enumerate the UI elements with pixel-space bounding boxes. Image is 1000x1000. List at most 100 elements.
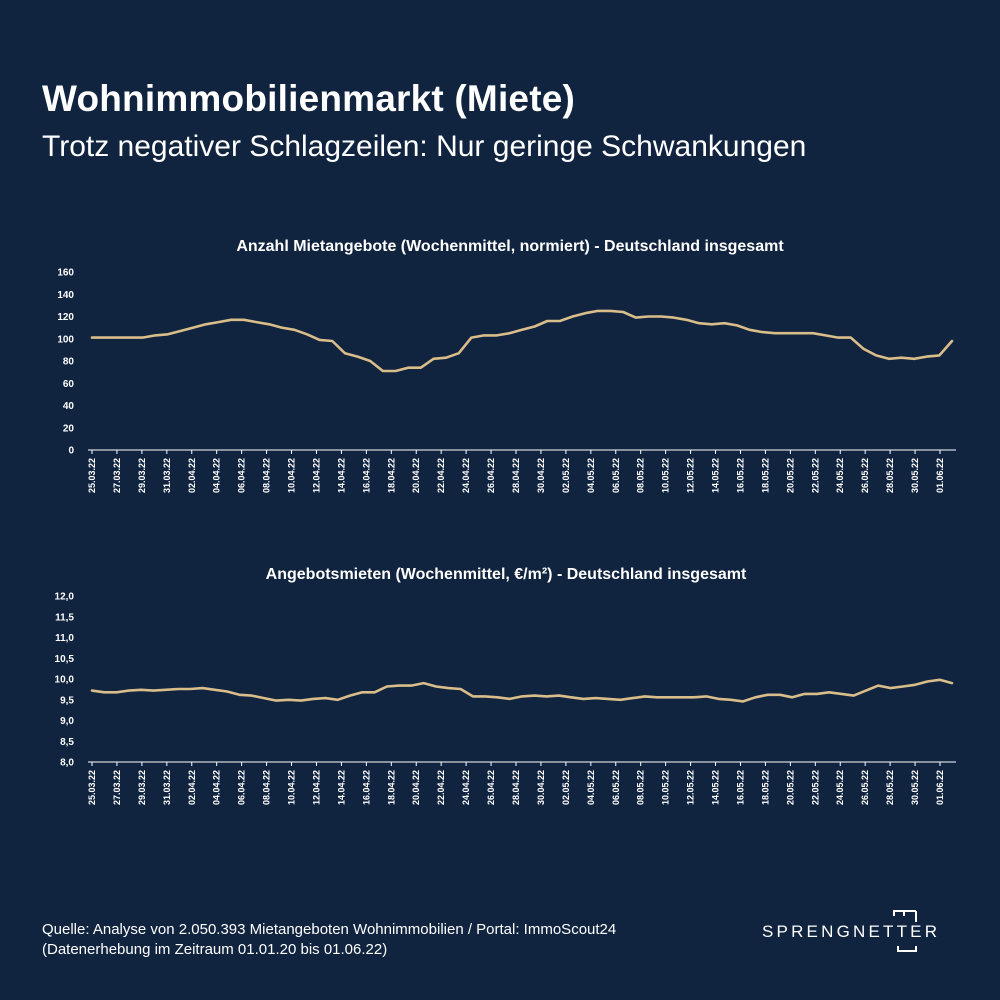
y-tick-label: 0 [68,446,74,457]
x-tick-label: 10.04.22 [287,458,297,493]
x-tick-label: 27.03.22 [112,770,122,805]
x-tick-label: 18.04.22 [386,458,396,493]
x-tick-label: 01.06.22 [935,770,945,805]
y-tick-label: 12,0 [55,592,75,603]
x-tick-label: 06.05.22 [611,458,621,493]
x-tick-label: 30.05.22 [910,458,920,493]
x-tick-label: 22.04.22 [436,458,446,493]
x-tick-label: 14.04.22 [336,770,346,805]
x-tick-label: 31.03.22 [162,770,172,805]
x-axis-ticks: 25.03.22 27.03.22 29.03.22 31.03.22 02.04.22… [87,762,945,805]
x-tick-label: 12.04.22 [311,770,321,805]
y-tick-label: 160 [57,268,74,279]
x-tick-label: 24.04.22 [461,458,471,493]
sprengnetter-logo: SPRENGNETTER [762,908,952,954]
x-tick-label: 20.04.22 [411,458,421,493]
x-tick-label: 29.03.22 [137,770,147,805]
x-tick-label: 28.05.22 [885,770,895,805]
x-tick-label: 10.05.22 [661,458,671,493]
x-tick-label: 01.06.22 [935,458,945,493]
x-axis-ticks: 25.03.22 27.03.22 29.03.22 31.03.22 02.04.22… [87,450,945,493]
x-tick-label: 16.05.22 [735,458,745,493]
x-tick-label: 06.04.22 [237,770,247,805]
chart-title: Anzahl Mietangebote (Wochenmittel, normi… [236,238,784,255]
x-tick-label: 06.04.22 [237,458,247,493]
y-tick-label: 120 [57,312,74,323]
y-tick-label: 8,0 [60,758,74,769]
y-tick-label: 60 [63,379,75,390]
x-tick-label: 18.04.22 [386,770,396,805]
x-tick-label: 31.03.22 [162,458,172,493]
y-tick-label: 11,5 [55,612,74,623]
x-tick-label: 08.05.22 [636,458,646,493]
x-tick-label: 20.05.22 [785,458,795,493]
x-tick-label: 08.05.22 [636,770,646,805]
x-tick-label: 04.04.22 [212,770,222,805]
y-axis-ticks: 0 20 40 60 80 100 120 140 160 [57,268,74,457]
x-tick-label: 14.05.22 [711,458,721,493]
x-tick-label: 16.04.22 [361,770,371,805]
x-tick-label: 30.05.22 [910,770,920,805]
x-tick-label: 20.04.22 [411,770,421,805]
x-tick-label: 10.05.22 [661,770,671,805]
page-subtitle: Trotz negativer Schlagzeilen: Nur gering… [42,130,807,163]
x-tick-label: 02.05.22 [561,770,571,805]
y-tick-label: 10,5 [55,654,75,665]
y-axis-ticks: 8,0 8,5 9,0 9,5 10,0 10,5 11,0 11,5 12,0 [55,592,75,769]
x-tick-label: 28.04.22 [511,770,521,805]
x-tick-label: 16.05.22 [735,770,745,805]
x-tick-label: 30.04.22 [536,770,546,805]
x-tick-label: 24.04.22 [461,770,471,805]
x-tick-label: 08.04.22 [262,458,272,493]
x-tick-label: 25.03.22 [87,458,97,493]
x-tick-label: 24.05.22 [835,458,845,493]
series-line [90,309,954,373]
chart-title: Angebotsmieten (Wochenmittel, €/m²) - De… [266,566,747,583]
y-tick-label: 140 [57,290,74,301]
x-tick-label: 02.04.22 [187,770,197,805]
x-tick-label: 28.05.22 [885,458,895,493]
page-title: Wohnimmobilienmarkt (Miete) [42,78,576,119]
x-tick-label: 27.03.22 [112,458,122,493]
chart-offer-count: Anzahl Mietangebote (Wochenmittel, normi… [57,238,956,493]
y-tick-label: 80 [63,357,75,368]
y-tick-label: 40 [63,401,75,412]
y-tick-label: 8,5 [60,737,74,748]
y-tick-label: 9,5 [60,695,74,706]
y-tick-label: 100 [57,334,74,345]
x-tick-label: 04.04.22 [212,458,222,493]
x-tick-label: 30.04.22 [536,458,546,493]
x-tick-label: 02.04.22 [187,458,197,493]
x-tick-label: 20.05.22 [785,770,795,805]
sprengnetter-logo-mark-icon [893,910,917,952]
x-tick-label: 16.04.22 [361,458,371,493]
logo-text: SPRENGNETTER [762,922,941,941]
source-note: Quelle: Analyse von 2.050.393 Mietangebo… [42,920,616,960]
x-tick-label: 28.04.22 [511,458,521,493]
x-tick-label: 25.03.22 [87,770,97,805]
x-tick-label: 24.05.22 [835,770,845,805]
x-tick-label: 18.05.22 [760,458,770,493]
x-tick-label: 10.04.22 [287,770,297,805]
series-line [90,678,954,703]
x-tick-label: 22.05.22 [810,458,820,493]
x-tick-label: 12.04.22 [311,458,321,493]
y-tick-label: 11,0 [55,633,74,644]
x-tick-label: 26.04.22 [486,770,496,805]
x-tick-label: 06.05.22 [611,770,621,805]
x-tick-label: 14.05.22 [711,770,721,805]
x-tick-label: 29.03.22 [137,458,147,493]
x-tick-label: 02.05.22 [561,458,571,493]
x-tick-label: 26.05.22 [860,770,870,805]
x-tick-label: 12.05.22 [686,770,696,805]
source-line-1: Quelle: Analyse von 2.050.393 Mietangebo… [42,921,617,938]
x-tick-label: 14.04.22 [336,458,346,493]
x-tick-label: 04.05.22 [586,770,596,805]
y-tick-label: 10,0 [55,675,75,686]
x-tick-label: 22.04.22 [436,770,446,805]
x-tick-label: 26.04.22 [486,458,496,493]
chart-asking-rents: Angebotsmieten (Wochenmittel, €/m²) - De… [55,566,956,805]
x-tick-label: 22.05.22 [810,770,820,805]
x-tick-label: 04.05.22 [586,458,596,493]
x-tick-label: 18.05.22 [760,770,770,805]
